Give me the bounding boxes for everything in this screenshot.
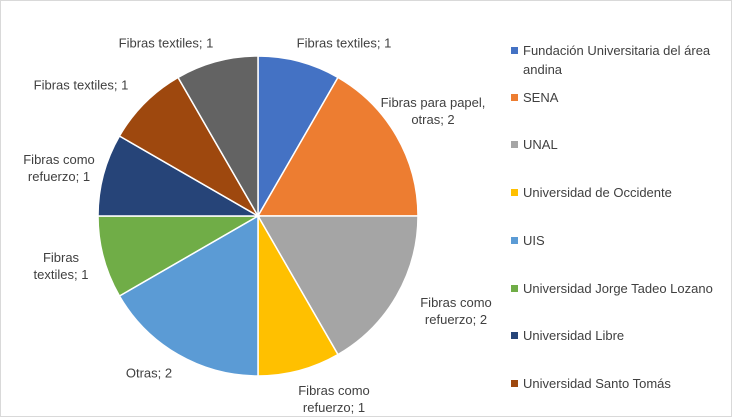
- pie-slice: [256, 76, 419, 217]
- data-label: Fibras para papel, otras; 2: [380, 95, 486, 127]
- data-label: Fibras como refuerzo; 1: [298, 383, 370, 415]
- legend-swatch: [511, 332, 518, 339]
- legend-label: SENA: [523, 90, 559, 105]
- legend-swatch: [511, 189, 518, 196]
- legend-label: Universidad de Occidente: [523, 185, 672, 200]
- data-label: Fibras textiles; 1: [296, 35, 392, 51]
- data-label: Fibras como refuerzo; 2: [420, 295, 492, 327]
- legend-label: Universidad Libre: [523, 328, 625, 343]
- data-label: Fibras textiles; 1: [33, 250, 89, 282]
- legend-swatch: [511, 285, 518, 292]
- legend-label: Universidad Santo Tomás: [523, 376, 671, 391]
- data-label: Otras; 2: [125, 365, 173, 381]
- data-label: Fibras textiles; 1: [118, 35, 214, 51]
- legend-swatch: [511, 380, 518, 387]
- legend-label: Universidad Jorge Tadeo Lozano: [523, 281, 713, 296]
- legend-label: UNAL: [523, 137, 558, 152]
- data-label: Fibras como refuerzo; 1: [23, 152, 95, 184]
- pie-slice: [176, 55, 259, 219]
- legend-swatch: [511, 47, 518, 54]
- pie-slice: [256, 215, 419, 356]
- legend-swatch: [511, 141, 518, 148]
- legend-swatch: [511, 94, 518, 101]
- pie-slice: [118, 214, 259, 377]
- data-label: Fibras textiles; 1: [33, 77, 129, 93]
- legend-swatch: [511, 237, 518, 244]
- legend-label: UIS: [523, 233, 545, 248]
- legend-label: Fundación Universitaria del área andina: [523, 43, 711, 77]
